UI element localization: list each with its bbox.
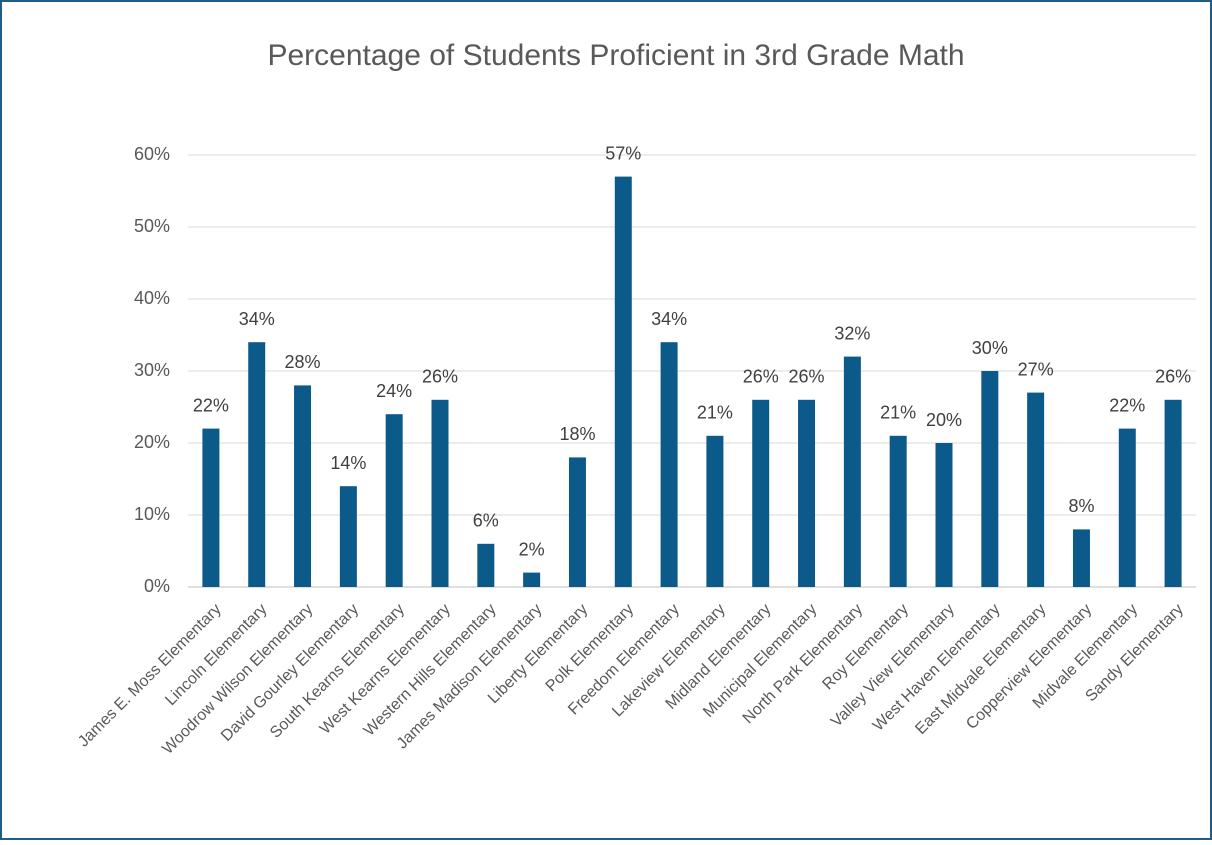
y-tick-label: 0% bbox=[144, 576, 170, 596]
y-tick-label: 40% bbox=[134, 288, 170, 308]
data-label: 8% bbox=[1068, 496, 1094, 516]
data-label: 20% bbox=[926, 410, 962, 430]
bar bbox=[339, 486, 357, 587]
bar bbox=[706, 435, 724, 587]
bar bbox=[1164, 399, 1182, 587]
bar bbox=[1118, 428, 1136, 587]
data-label: 14% bbox=[330, 453, 366, 473]
bar bbox=[614, 176, 632, 587]
y-tick-label: 10% bbox=[134, 504, 170, 524]
bar bbox=[843, 356, 861, 587]
bar bbox=[1027, 392, 1045, 587]
bar bbox=[568, 457, 586, 587]
data-label: 26% bbox=[1155, 367, 1191, 387]
bar bbox=[752, 399, 770, 587]
data-label: 27% bbox=[1018, 359, 1054, 379]
bar bbox=[935, 443, 953, 587]
data-label: 28% bbox=[285, 352, 321, 372]
data-label: 34% bbox=[651, 309, 687, 329]
y-tick-label: 50% bbox=[134, 216, 170, 236]
data-label: 30% bbox=[972, 338, 1008, 358]
bar bbox=[660, 342, 678, 587]
data-label: 34% bbox=[239, 309, 275, 329]
data-label: 26% bbox=[743, 367, 779, 387]
bar bbox=[202, 428, 220, 587]
y-tick-label: 60% bbox=[134, 144, 170, 164]
data-label: 22% bbox=[1109, 395, 1145, 415]
chart-title: Percentage of Students Proficient in 3rd… bbox=[267, 39, 964, 72]
bar bbox=[889, 435, 907, 587]
bar bbox=[523, 572, 541, 587]
y-tick-label: 20% bbox=[134, 432, 170, 452]
data-label: 26% bbox=[789, 367, 825, 387]
data-label: 24% bbox=[376, 381, 412, 401]
bar bbox=[294, 385, 312, 587]
data-label: 21% bbox=[697, 403, 733, 423]
data-label: 26% bbox=[422, 367, 458, 387]
bar bbox=[798, 399, 816, 587]
data-label: 2% bbox=[519, 539, 545, 559]
data-label: 57% bbox=[605, 143, 641, 163]
data-label: 22% bbox=[193, 395, 229, 415]
bar bbox=[248, 342, 266, 587]
data-label: 32% bbox=[834, 323, 870, 343]
data-label: 6% bbox=[473, 511, 499, 531]
bar bbox=[1072, 529, 1090, 587]
bar bbox=[385, 414, 403, 587]
bar bbox=[431, 399, 449, 587]
bar bbox=[477, 543, 495, 587]
y-tick-label: 30% bbox=[134, 360, 170, 380]
data-label: 18% bbox=[559, 424, 595, 444]
bar bbox=[981, 371, 999, 587]
data-label: 21% bbox=[880, 403, 916, 423]
